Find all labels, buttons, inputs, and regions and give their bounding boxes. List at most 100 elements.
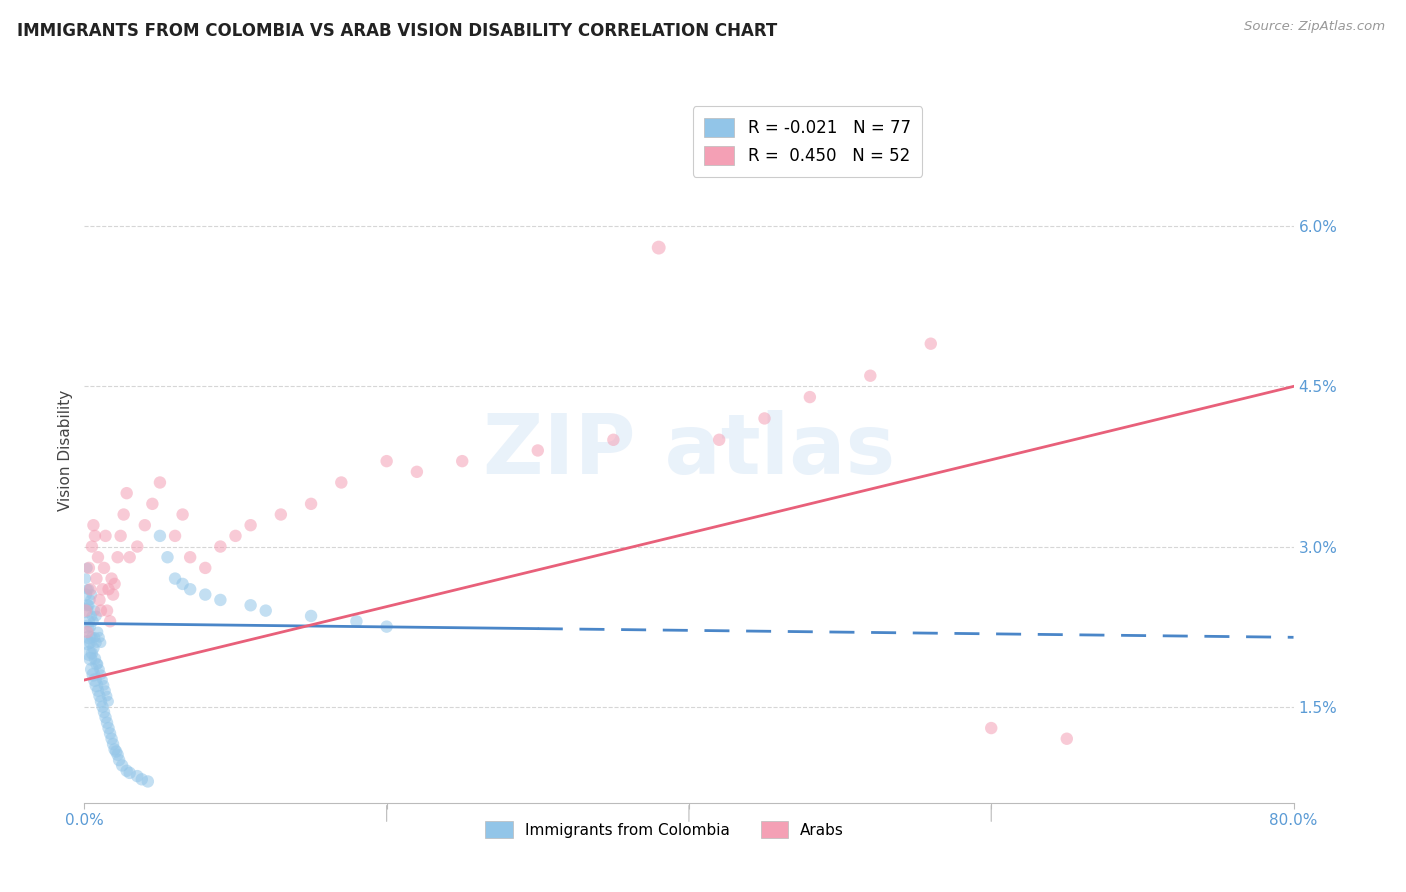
Point	[91, 582, 114, 597]
Legend: Immigrants from Colombia, Arabs: Immigrants from Colombia, Arabs	[479, 814, 851, 845]
Point	[94, 683, 117, 698]
Text: ZIP atlas: ZIP atlas	[482, 410, 896, 491]
Point	[79, 619, 101, 633]
Point	[91, 673, 114, 687]
Point	[299, 497, 322, 511]
Point	[87, 657, 110, 671]
Point	[79, 635, 101, 649]
Point	[127, 540, 149, 554]
Point	[77, 646, 100, 660]
Point	[172, 508, 194, 522]
Point	[89, 689, 111, 703]
Text: Source: ZipAtlas.com: Source: ZipAtlas.com	[1244, 20, 1385, 33]
Point	[118, 550, 141, 565]
Point	[209, 540, 232, 554]
Point	[97, 694, 120, 708]
Point	[89, 630, 111, 644]
Point	[94, 529, 117, 543]
Point	[179, 582, 201, 597]
Point	[87, 550, 110, 565]
Point	[96, 715, 118, 730]
Point	[76, 599, 98, 613]
Point	[104, 577, 127, 591]
Point	[980, 721, 1002, 735]
Point	[136, 774, 159, 789]
Point	[149, 475, 172, 490]
Point	[77, 615, 100, 629]
Point	[89, 662, 111, 676]
Point	[77, 561, 100, 575]
Point	[77, 599, 100, 613]
Point	[194, 561, 217, 575]
Point	[111, 758, 134, 772]
Point	[149, 529, 172, 543]
Point	[84, 529, 107, 543]
Point	[709, 433, 731, 447]
Point	[90, 667, 112, 681]
Point	[375, 454, 398, 468]
Point	[115, 486, 138, 500]
Point	[84, 604, 107, 618]
Point	[112, 508, 135, 522]
Text: IMMIGRANTS FROM COLOMBIA VS ARAB VISION DISABILITY CORRELATION CHART: IMMIGRANTS FROM COLOMBIA VS ARAB VISION …	[17, 22, 778, 40]
Point	[239, 518, 262, 533]
Point	[156, 550, 179, 565]
Point	[90, 604, 112, 618]
Point	[76, 624, 98, 639]
Point	[209, 593, 232, 607]
Point	[118, 765, 141, 780]
Point	[141, 497, 163, 511]
Point	[87, 624, 110, 639]
Point	[77, 582, 100, 597]
Point	[179, 550, 201, 565]
Point	[86, 678, 108, 692]
Point	[104, 742, 127, 756]
Point	[84, 651, 107, 665]
Point	[115, 764, 138, 778]
Point	[101, 588, 124, 602]
Y-axis label: Vision Disability: Vision Disability	[58, 390, 73, 511]
Point	[80, 588, 103, 602]
Point	[98, 615, 121, 629]
Point	[80, 609, 103, 624]
Point	[270, 508, 292, 522]
Point	[75, 604, 97, 618]
Point	[79, 651, 101, 665]
Point	[84, 630, 107, 644]
Point	[754, 411, 776, 425]
Point	[75, 572, 97, 586]
Point	[107, 550, 129, 565]
Point	[97, 721, 120, 735]
Point	[1056, 731, 1078, 746]
Point	[76, 582, 98, 597]
Point	[648, 241, 671, 255]
Point	[86, 635, 108, 649]
Point	[96, 689, 118, 703]
Point	[82, 518, 104, 533]
Point	[91, 699, 114, 714]
Point	[79, 593, 101, 607]
Point	[239, 599, 262, 613]
Point	[254, 604, 277, 618]
Point	[75, 588, 97, 602]
Point	[76, 619, 98, 633]
Point	[165, 529, 187, 543]
Point	[105, 745, 128, 759]
Point	[299, 609, 322, 624]
Point	[86, 657, 108, 671]
Point	[86, 572, 108, 586]
Point	[87, 683, 110, 698]
Point	[98, 726, 121, 740]
Point	[75, 604, 97, 618]
Point	[859, 368, 882, 383]
Point	[82, 667, 104, 681]
Point	[82, 615, 104, 629]
Point	[330, 475, 353, 490]
Point	[101, 737, 124, 751]
Point	[94, 710, 117, 724]
Point	[89, 593, 111, 607]
Point	[93, 561, 115, 575]
Point	[90, 635, 112, 649]
Point	[134, 518, 156, 533]
Point	[375, 619, 398, 633]
